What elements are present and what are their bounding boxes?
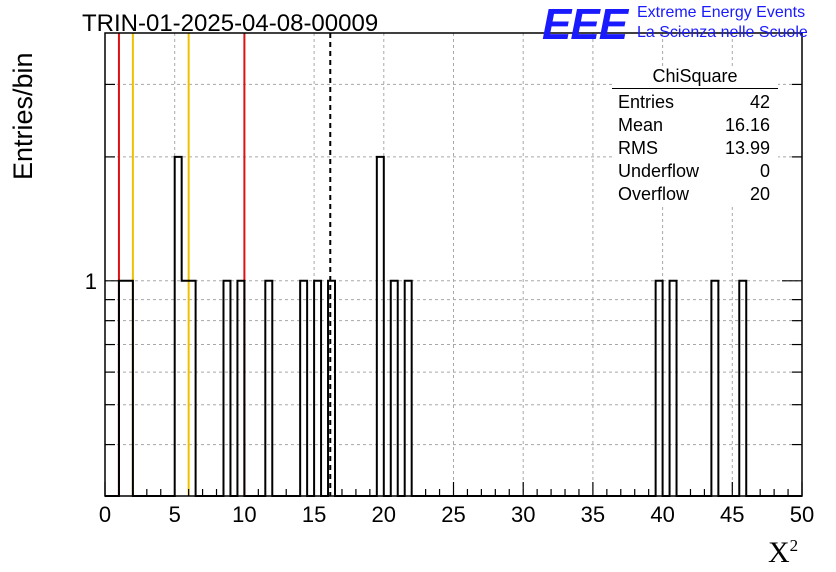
histogram-bin: [237, 281, 244, 496]
stats-label: Mean: [618, 115, 664, 135]
histogram-bin: [405, 281, 412, 496]
chart-title: TRIN-01-2025-04-08-00009: [82, 10, 379, 37]
marker-lines: [117, 33, 332, 496]
y-tick-labels: 1: [85, 269, 97, 294]
y-tick-label: 1: [85, 269, 97, 294]
histogram-bin: [182, 281, 189, 496]
x-tick-label: 5: [169, 502, 181, 527]
histogram-bin: [314, 281, 321, 496]
x-tick-label: 50: [790, 502, 814, 527]
x-tick-label: 0: [99, 502, 111, 527]
x-tick-label: 40: [650, 502, 674, 527]
stats-label: Underflow: [618, 161, 700, 181]
x-tick-labels: 0 5 10 15 20 25 30 35 40 45 50: [99, 502, 814, 527]
stats-row: Overflow 20: [612, 183, 778, 206]
stats-label: Entries: [618, 92, 675, 112]
histogram-bin: [126, 281, 133, 496]
x-tick-label: 20: [372, 502, 396, 527]
x-tick-label: 30: [511, 502, 535, 527]
x-tick-label: 45: [720, 502, 744, 527]
stats-row: Underflow 0: [612, 160, 778, 183]
stats-row: RMS 13.99: [612, 137, 778, 160]
histogram-bin: [300, 281, 307, 496]
histogram-bin: [265, 281, 272, 496]
stats-value: 13.99: [724, 138, 770, 158]
stats-value: 42: [749, 92, 770, 112]
histogram-bin: [377, 157, 384, 496]
histogram-bin: [175, 157, 182, 496]
x-tick-label: 25: [441, 502, 465, 527]
stats-label: Overflow: [618, 184, 690, 204]
x-tick-label: 15: [302, 502, 326, 527]
stats-value: 0: [759, 161, 770, 181]
x-axis-label-base: X: [768, 536, 790, 569]
stats-row: Mean 16.16: [612, 114, 778, 137]
histogram-bin: [189, 281, 196, 496]
histogram-bin: [223, 281, 230, 496]
logo-line-2: La Scienza nelle Scuole: [637, 24, 808, 41]
histogram-bin: [670, 281, 677, 496]
logo-caption: Extreme Energy Events La Scienza nelle S…: [637, 3, 808, 43]
histogram-bin: [328, 281, 335, 496]
stats-box: ChiSquare Entries 42 Mean 16.16 RMS 13.99 U…: [612, 66, 778, 206]
histogram-bin: [739, 281, 746, 496]
logo-line-1: Extreme Energy Events: [637, 4, 806, 21]
histogram-bin: [656, 281, 663, 496]
stats-row: Entries 42: [612, 91, 778, 114]
x-axis-label: X2: [768, 536, 798, 570]
histogram-bin: [391, 281, 398, 496]
y-axis-label: Entries/bin: [8, 52, 38, 180]
histogram-bin: [711, 281, 718, 496]
x-axis-label-superscript: 2: [789, 536, 799, 555]
x-tick-label: 35: [581, 502, 605, 527]
axes: [104, 32, 803, 497]
stats-value: 20: [749, 184, 770, 204]
stats-title: ChiSquare: [612, 66, 778, 89]
histogram-bin: [119, 281, 126, 496]
stats-value: 16.16: [724, 115, 770, 135]
eee-logo: EEE: [542, 0, 628, 49]
stats-label: RMS: [618, 138, 658, 158]
x-tick-label: 10: [232, 502, 256, 527]
